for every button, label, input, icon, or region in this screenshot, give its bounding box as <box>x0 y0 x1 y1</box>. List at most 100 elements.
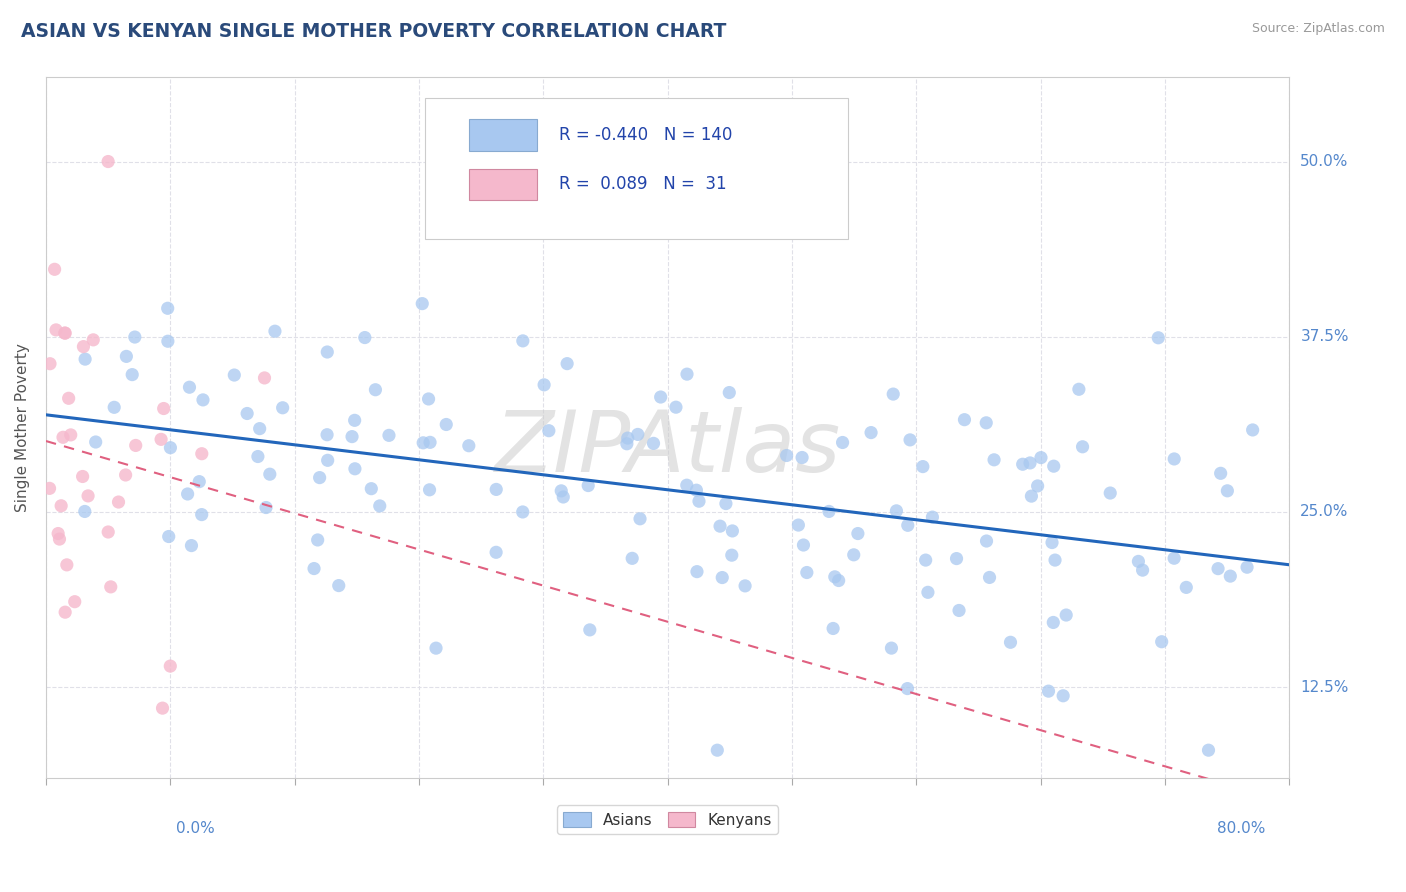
Point <box>46 526 69 541</box>
Legend: Asians, Kenyans: Asians, Kenyans <box>557 805 778 834</box>
Point <box>979 570 1001 584</box>
Point <box>316 453 339 467</box>
Point <box>1209 467 1232 481</box>
Point <box>254 500 277 515</box>
Point <box>882 387 904 401</box>
Point <box>180 539 202 553</box>
Point <box>77 489 100 503</box>
Point <box>512 505 534 519</box>
Point <box>796 566 818 580</box>
Point <box>259 467 281 482</box>
Point <box>1198 743 1220 757</box>
Text: R =  0.089   N =  31: R = 0.089 N = 31 <box>560 176 727 194</box>
Point <box>643 436 665 450</box>
Point <box>49 499 72 513</box>
Point <box>709 519 731 533</box>
Point <box>360 482 382 496</box>
Point <box>1147 331 1170 345</box>
Point <box>686 565 709 579</box>
Point <box>718 385 741 400</box>
Point <box>271 401 294 415</box>
Y-axis label: Single Mother Poverty: Single Mother Poverty <box>15 343 30 512</box>
Point <box>1216 483 1239 498</box>
Point <box>107 495 129 509</box>
Point <box>97 524 120 539</box>
Point <box>53 605 76 619</box>
Point <box>628 512 651 526</box>
Point <box>190 508 212 522</box>
Point <box>512 334 534 348</box>
Point <box>1042 615 1064 630</box>
Point <box>124 330 146 344</box>
Point <box>886 504 908 518</box>
Point <box>418 392 440 406</box>
Point <box>316 427 339 442</box>
Point <box>328 578 350 592</box>
Point <box>176 487 198 501</box>
Point <box>721 524 744 538</box>
Text: ZIPAtlas: ZIPAtlas <box>495 408 841 491</box>
Point <box>63 595 86 609</box>
Point <box>1029 450 1052 465</box>
Point <box>191 392 214 407</box>
Point <box>1163 452 1185 467</box>
Point <box>650 390 672 404</box>
Text: 0.0%: 0.0% <box>176 821 215 836</box>
Point <box>156 334 179 349</box>
Point <box>425 641 447 656</box>
Point <box>537 424 560 438</box>
Point <box>896 681 918 696</box>
Point <box>685 483 707 498</box>
Point <box>818 504 841 518</box>
Point <box>378 428 401 442</box>
Point <box>921 510 943 524</box>
Point <box>411 296 433 310</box>
Point <box>914 553 936 567</box>
Point <box>1219 569 1241 583</box>
Point <box>1150 634 1173 648</box>
Point <box>823 622 845 636</box>
Point <box>1175 581 1198 595</box>
Point <box>75 352 97 367</box>
Point <box>343 413 366 427</box>
Point <box>156 301 179 316</box>
Point <box>1054 608 1077 623</box>
Point <box>159 659 181 673</box>
Point <box>103 401 125 415</box>
Point <box>84 435 107 450</box>
FancyBboxPatch shape <box>425 98 848 239</box>
Point <box>831 435 853 450</box>
Point <box>58 392 80 406</box>
Point <box>945 551 967 566</box>
Text: 80.0%: 80.0% <box>1218 821 1265 836</box>
Point <box>39 357 62 371</box>
Point <box>1128 554 1150 568</box>
Point <box>191 447 214 461</box>
Point <box>555 357 578 371</box>
Point <box>576 478 599 492</box>
Point <box>675 478 697 492</box>
Point <box>1021 489 1043 503</box>
Point <box>59 428 82 442</box>
Point <box>353 330 375 344</box>
Point <box>434 417 457 432</box>
Point <box>578 623 600 637</box>
Point <box>792 538 814 552</box>
Point <box>706 743 728 757</box>
Point <box>1043 553 1066 567</box>
Point <box>157 529 180 543</box>
Point <box>676 367 699 381</box>
Point <box>720 548 742 562</box>
Point <box>114 467 136 482</box>
Point <box>976 534 998 549</box>
Point <box>412 435 434 450</box>
Point <box>316 345 339 359</box>
Point <box>150 433 173 447</box>
Text: 25.0%: 25.0% <box>1301 504 1348 519</box>
Point <box>53 326 76 340</box>
Point <box>533 377 555 392</box>
Point <box>82 333 104 347</box>
Point <box>100 580 122 594</box>
Point <box>911 459 934 474</box>
Text: ASIAN VS KENYAN SINGLE MOTHER POVERTY CORRELATION CHART: ASIAN VS KENYAN SINGLE MOTHER POVERTY CO… <box>21 22 727 41</box>
